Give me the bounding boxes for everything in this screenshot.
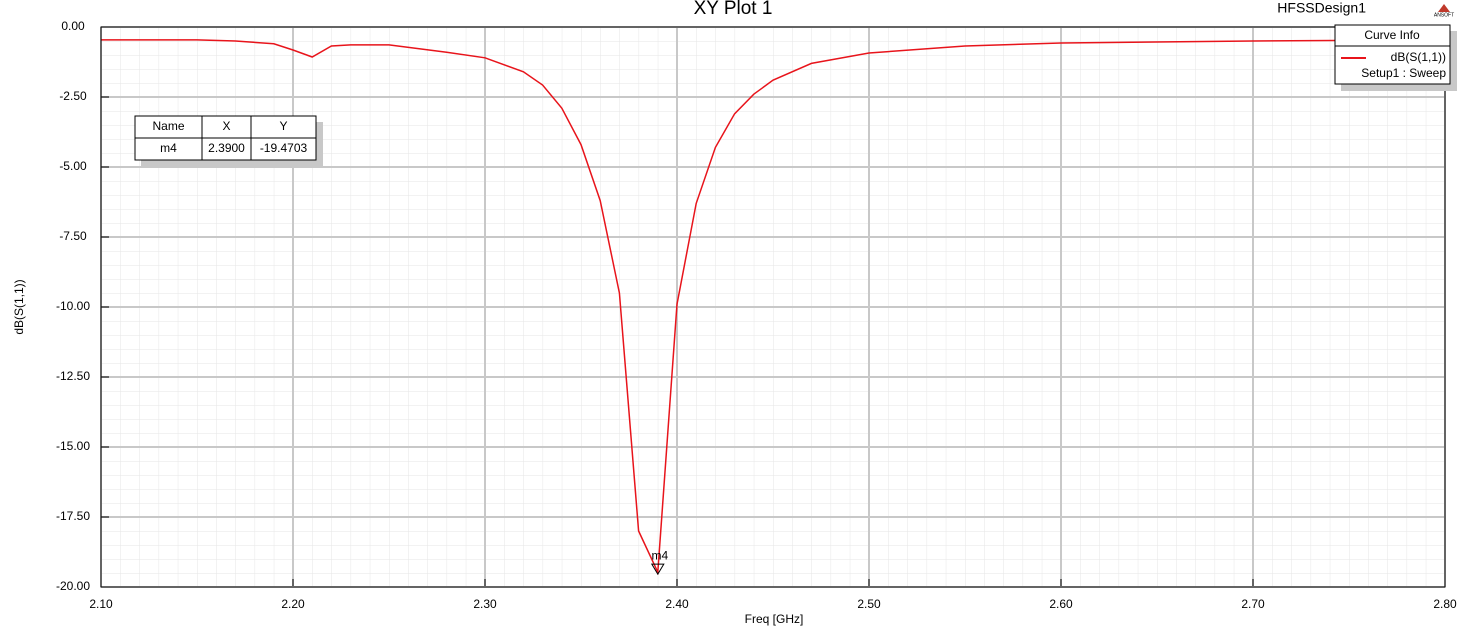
table-cell: 2.3900 [208,141,245,155]
x-tick-label: 2.60 [1049,597,1073,611]
legend-title: Curve Info [1364,28,1420,42]
logo-icon [1438,4,1450,12]
y-axis-label: dB(S(1,1)) [12,279,26,334]
y-tick-label: -2.50 [59,89,87,103]
x-tick-label: 2.70 [1241,597,1265,611]
table-header: X [222,119,230,133]
plot: m4 [101,39,1446,576]
x-tick-label: 2.20 [281,597,305,611]
logo-text: ANSOFT [1434,12,1454,18]
y-tick-label: -12.50 [56,369,90,383]
legend: Curve Info Setup1 : Sweep dB(S(1,1)) [1334,24,1451,85]
y-tick-label: -7.50 [59,229,87,243]
design-name: HFSSDesign1 [1277,0,1366,16]
x-tick-label: 2.80 [1433,597,1457,611]
x-tick-label: 2.40 [665,597,689,611]
marker-label: m4 [651,548,668,562]
table-header: Y [279,119,287,133]
legend-box [1334,24,1451,85]
table-cell: m4 [160,141,177,155]
legend-subtitle: Setup1 : Sweep [1361,66,1446,80]
legend-label: dB(S(1,1)) [1391,50,1446,64]
x-tick-label: 2.30 [473,597,497,611]
x-axis-label: Freq [GHz] [745,612,804,626]
marker-triangle [650,563,665,576]
x-tick-label: 2.50 [857,597,881,611]
y-tick-label: -10.00 [56,299,90,313]
table-cell: -19.4703 [260,141,308,155]
series-line [101,39,1446,576]
y-tick-label: -20.00 [56,579,90,593]
table-header: Name [152,119,184,133]
y-tick-label: 0.00 [61,19,85,33]
chart-title: XY Plot 1 [694,0,773,19]
plot-frame [100,26,1446,588]
y-tick-label: -17.50 [56,509,90,523]
marker-table: Name X Ym4 2.3900 -19.4703 [134,115,317,161]
y-tick-label: -15.00 [56,439,90,453]
x-tick-label: 2.10 [89,597,113,611]
y-tick-label: -5.00 [59,159,87,173]
